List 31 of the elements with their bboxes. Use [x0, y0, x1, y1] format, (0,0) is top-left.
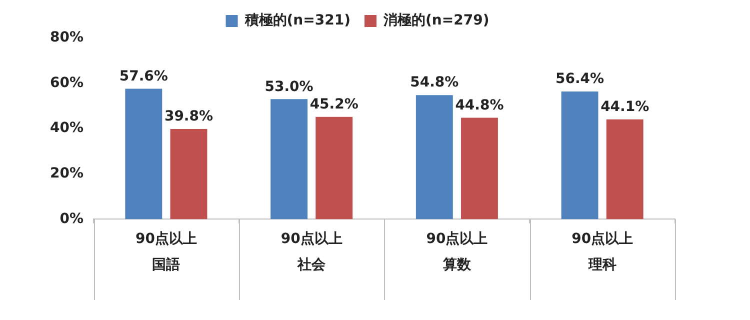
- bar: [270, 99, 308, 220]
- data-label: 53.0%: [264, 78, 314, 95]
- y-tick-label: 0%: [60, 210, 84, 227]
- y-tick-label: 40%: [50, 120, 84, 136]
- legend-label: 消極的(n=279): [382, 12, 490, 29]
- text: 90点以上: [572, 230, 634, 247]
- x-tick-label: 国語: [152, 256, 180, 274]
- text: 90点以上: [426, 230, 488, 247]
- y-tick-label: 20%: [50, 166, 84, 182]
- y-tick-label: 60%: [50, 74, 84, 91]
- data-label: 57.6%: [119, 68, 168, 84]
- data-label: 39.8%: [164, 108, 214, 125]
- bar: [170, 129, 208, 220]
- data-label: 44.1%: [600, 98, 650, 115]
- text: 90点以上: [135, 230, 197, 247]
- bar: [460, 118, 498, 220]
- bar: [561, 91, 598, 220]
- bar: [316, 116, 353, 220]
- bar: [416, 95, 453, 220]
- x-tick-label: 算数: [442, 257, 472, 274]
- bar: [125, 88, 162, 220]
- data-label: 56.4%: [555, 71, 604, 88]
- data-label: 44.8%: [455, 97, 504, 114]
- data-label: 45.2%: [310, 96, 358, 112]
- x-tick-label: 理科: [587, 257, 616, 274]
- text: 90点以上: [280, 230, 342, 247]
- data-label: 54.8%: [410, 74, 459, 91]
- y-tick-label: 80%: [50, 30, 84, 46]
- legend-label: 積極的(n=321): [244, 12, 350, 29]
- bar: [606, 119, 644, 220]
- x-tick-label: 社会: [296, 257, 327, 274]
